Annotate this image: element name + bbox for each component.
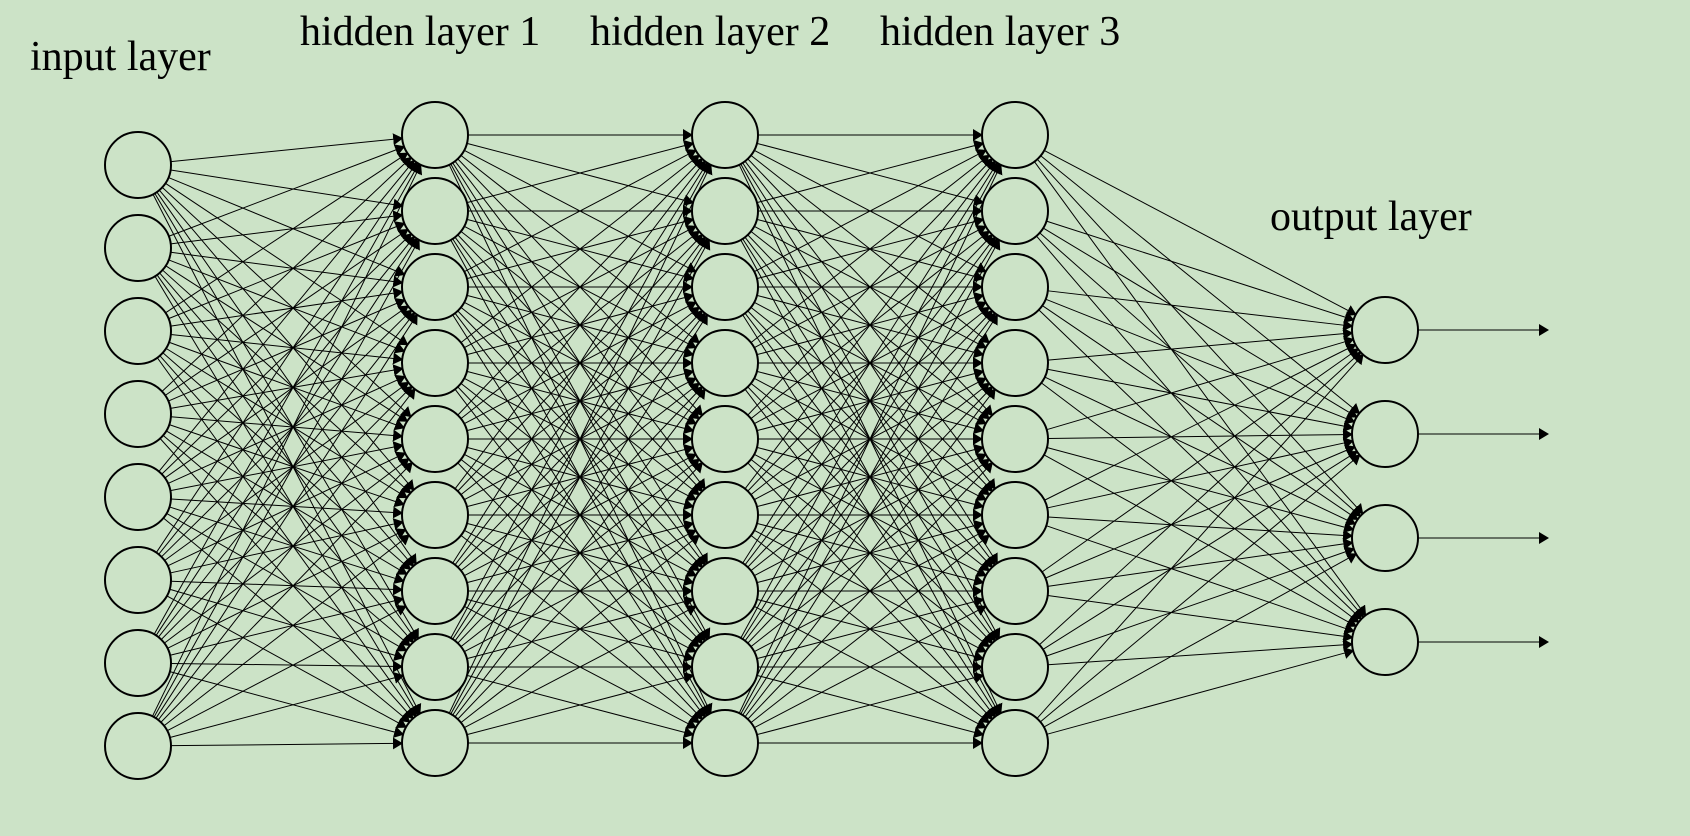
edges (152, 135, 1365, 746)
edge (171, 499, 402, 513)
edge (1048, 291, 1352, 326)
output-arrows (1418, 330, 1548, 642)
hidden1-node-7 (402, 634, 468, 700)
hidden2-node-8 (692, 710, 758, 776)
edge (168, 300, 404, 401)
edge (171, 369, 403, 409)
edge (1048, 434, 1352, 438)
edge (167, 596, 406, 727)
hidden2-node-6 (692, 558, 758, 624)
edge (170, 522, 403, 573)
hidden3-node-1 (982, 178, 1048, 244)
hidden1-node-3 (402, 330, 468, 396)
hidden3-label: hidden layer 3 (880, 9, 1120, 55)
hidden1-label: hidden layer 1 (300, 9, 540, 55)
input-label: input layer (30, 34, 211, 80)
edge (1039, 352, 1360, 645)
input-node-4 (105, 464, 171, 530)
hidden3-node-8 (982, 710, 1048, 776)
edge (1047, 448, 1353, 530)
edge (169, 260, 404, 351)
edge (169, 147, 404, 237)
input-node-5 (105, 547, 171, 613)
input-node-1 (105, 215, 171, 281)
hidden3-node-5 (982, 482, 1048, 548)
hidden2-node-1 (692, 178, 758, 244)
edge (158, 389, 415, 720)
output-node-2 (1352, 505, 1418, 571)
hidden2-node-2 (692, 254, 758, 320)
input-node-2 (105, 298, 171, 364)
edge (1048, 596, 1353, 638)
hidden1-node-1 (402, 178, 468, 244)
neural-network-diagram: input layer hidden layer 1 hidden layer 2 h… (0, 0, 1690, 836)
nodes (105, 102, 1418, 779)
edge (171, 215, 403, 244)
edge (170, 589, 404, 657)
edge (166, 431, 406, 574)
edge (1045, 345, 1356, 500)
edge (1047, 651, 1353, 735)
edge (166, 153, 408, 313)
hidden1-node-4 (402, 406, 468, 472)
edge (171, 170, 403, 206)
hidden3-node-6 (982, 558, 1048, 624)
edge (1042, 349, 1358, 572)
edge (165, 382, 409, 560)
edge (171, 743, 402, 745)
hidden2-node-3 (692, 330, 758, 396)
edge (165, 230, 408, 396)
hidden2-node-4 (692, 406, 758, 472)
edge (1048, 517, 1352, 536)
edge (1047, 369, 1352, 428)
edge (167, 606, 405, 730)
edge (1040, 233, 1361, 516)
hidden1-node-0 (402, 102, 468, 168)
hidden1-node-5 (402, 482, 468, 548)
edge (1046, 526, 1354, 632)
output-node-3 (1352, 609, 1418, 675)
edge (170, 445, 402, 490)
input-node-0 (105, 132, 171, 198)
edge (1042, 306, 1357, 520)
hidden3-node-4 (982, 406, 1048, 472)
edge (155, 193, 418, 638)
edge (1048, 543, 1353, 587)
hidden2-node-0 (692, 102, 758, 168)
edge (163, 518, 409, 722)
input-node-7 (105, 713, 171, 779)
hidden3-node-2 (982, 254, 1048, 320)
output-node-1 (1352, 401, 1418, 467)
edge (171, 663, 402, 666)
edge (1043, 452, 1357, 650)
edge (1037, 355, 1363, 719)
hidden2-node-5 (692, 482, 758, 548)
output-label: output layer (1270, 194, 1472, 240)
input-node-6 (105, 630, 171, 696)
edge (171, 138, 402, 161)
input-node-3 (105, 381, 171, 447)
hidden3-node-3 (982, 330, 1048, 396)
edge (165, 183, 407, 344)
hidden1-node-8 (402, 710, 468, 776)
edge (154, 164, 419, 634)
edge (152, 165, 420, 717)
output-node-0 (1352, 297, 1418, 363)
edge (1048, 644, 1352, 665)
hidden1-node-6 (402, 558, 468, 624)
edge (156, 162, 416, 552)
hidden3-node-7 (982, 634, 1048, 700)
hidden3-node-0 (982, 102, 1048, 168)
edge (161, 386, 412, 639)
edge (1045, 447, 1354, 578)
hidden2-label: hidden layer 2 (590, 9, 830, 55)
hidden1-node-2 (402, 254, 468, 320)
edge (154, 240, 419, 717)
edge (160, 438, 413, 718)
hidden2-node-7 (692, 634, 758, 700)
edge (169, 342, 404, 427)
edge (162, 234, 411, 474)
edge (1040, 455, 1359, 722)
edge (170, 672, 403, 735)
